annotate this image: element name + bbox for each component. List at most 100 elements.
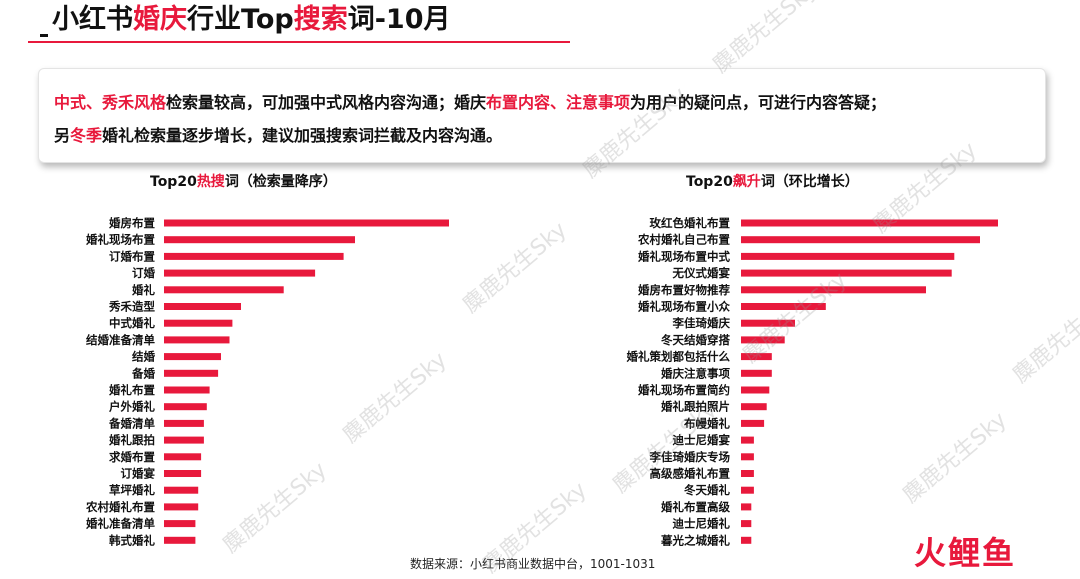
summary-line-1: 中式、秀禾风格检索量较高，可加强中式风格内容沟通；婚庆布置内容、注意事项为用户的… [54,86,1045,119]
bar [741,386,770,394]
bar [741,453,754,461]
bar [741,520,752,528]
category-label: 李佳琦婚庆专场 [649,450,731,464]
bar [741,470,754,477]
category-label: 李佳琦婚庆 [672,316,731,330]
bar [741,219,998,227]
bar [164,353,221,361]
bar [164,503,199,511]
bar [164,236,355,244]
summary-highlight: 中式、秀禾风格 [54,93,167,112]
bar [164,269,316,277]
data-source-note: 数据来源：小红书商业数据中台，1001-1031 [410,557,656,571]
category-label: 婚房布置好物推荐 [638,283,730,297]
category-label: 结婚准备清单 [85,333,155,347]
category-label: 婚礼 [132,283,155,297]
bar [164,319,233,327]
bar [164,419,204,427]
category-label: 结婚 [131,350,155,364]
bar [164,403,207,411]
title-highlight: 婚庆 [133,4,187,35]
bar [741,319,795,327]
category-label: 秀禾造型 [108,300,155,314]
category-label: 婚礼布置高级 [661,500,730,514]
category-label: 婚礼现场布置简约 [638,383,730,397]
category-label: 农村婚礼自己布置 [637,233,730,247]
bar [164,219,449,227]
bar [164,436,204,444]
bar [164,536,196,544]
bar [164,486,199,494]
category-label: 备婚清单 [108,416,155,430]
bar [164,336,230,344]
category-label: 冬天婚礼 [684,483,730,497]
bar [741,419,765,427]
bar [741,286,926,294]
bar [741,503,752,511]
brand-logo: 火鲤鱼 [914,534,1017,572]
left-chart-title: Top20热搜词（检索量降序） [150,171,337,193]
summary-highlight: 冬季 [70,126,103,145]
bar [741,536,752,544]
category-label: 迪士尼婚宴 [673,433,731,447]
category-label: 户外婚礼 [109,400,155,414]
bar [741,303,826,310]
chart-title-highlight: 热搜 [196,174,225,190]
bar [164,453,202,461]
category-label: 迪士尼婚礼 [673,517,731,531]
category-label: 布幔婚礼 [683,416,730,430]
category-label: 高级感婚礼布置 [650,467,731,481]
category-label: 婚礼跟拍照片 [661,400,730,414]
category-label: 韩式婚礼 [109,533,155,547]
summary-text: 婚礼检索量逐步增长，建议加强搜索词拦截及内容沟通。 [102,126,503,145]
chart-title-highlight: 飙升 [732,174,761,190]
title-part: 词-10月 [347,4,451,35]
category-label: 备婚 [131,366,155,380]
bar [741,369,772,377]
category-label: 订婚布置 [109,249,155,263]
bar [741,436,754,444]
category-label: 婚礼准备清单 [86,517,155,531]
category-label: 农村婚礼布置 [85,500,155,514]
bar [164,520,196,528]
title-highlight: 搜索 [293,4,348,35]
bar [741,236,980,244]
category-label: 冬天结婚穿搭 [661,333,730,347]
title-underline [28,41,570,43]
hot-search-bar-chart: 婚房布置婚礼现场布置订婚布置订婚婚礼秀禾造型中式婚礼结婚准备清单结婚备婚婚礼布置… [85,216,449,547]
bar [164,369,219,377]
bar [164,286,284,294]
summary-box: 中式、秀禾风格检索量较高，可加强中式风格内容沟通；婚庆布置内容、注意事项为用户的… [38,68,1046,163]
bar [164,470,202,477]
bar [164,303,241,310]
category-label: 草坪婚礼 [109,483,155,497]
summary-text: 检索量较高，可加强中式风格内容沟通；婚庆 [166,93,487,112]
chart-title-part: 词（检索量降序） [224,174,337,190]
category-label: 婚礼现场布置小众 [638,300,730,314]
bar [741,403,767,411]
category-label: 订婚 [132,266,155,280]
page-title: 小红书婚庆行业Top搜索词-10月 [52,2,451,38]
summary-highlight: 布置内容、注意事项 [486,93,631,112]
bar [741,252,955,260]
chart-title-part: Top20 [150,174,197,190]
category-label: 订婚宴 [121,467,156,481]
category-label: 暮光之城婚礼 [660,533,730,547]
title-part: 行业Top [187,4,294,35]
category-label: 婚礼现场布置中式 [638,249,730,263]
rising-search-bar-chart: 玫红色婚礼布置农村婚礼自己布置婚礼现场布置中式无仪式婚宴婚房布置好物推荐婚礼现场… [627,216,998,547]
right-chart-title: Top20飙升词（环比增长） [686,171,859,193]
category-label: 婚礼布置 [109,383,155,397]
bar [741,486,754,494]
title-accent [40,34,48,37]
title-part: 小红书 [52,4,133,35]
bar [164,386,210,394]
chart-title-part: Top20 [686,174,733,190]
category-label: 玫红色婚礼布置 [650,216,731,230]
summary-text: 为用户的疑问点，可进行内容答疑； [630,93,887,112]
category-label: 婚房布置 [109,216,155,230]
category-label: 婚庆注意事项 [661,366,730,380]
category-label: 婚礼跟拍 [109,433,155,447]
category-label: 中式婚礼 [109,316,155,330]
category-label: 婚礼策划都包括什么 [627,350,731,364]
